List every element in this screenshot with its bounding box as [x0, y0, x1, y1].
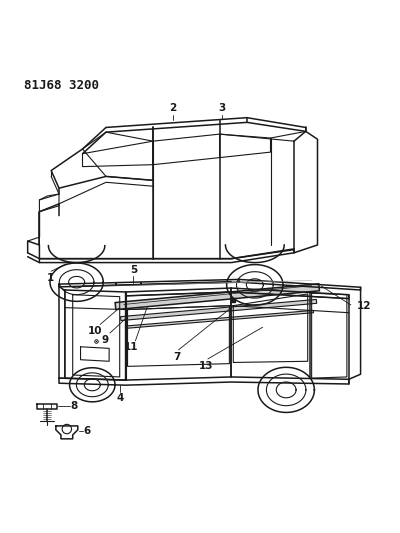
Polygon shape	[115, 284, 320, 310]
Text: 4: 4	[116, 393, 123, 403]
Text: 81J68 3200: 81J68 3200	[24, 79, 99, 92]
Text: 11: 11	[124, 343, 138, 352]
Polygon shape	[125, 310, 314, 328]
Text: 10: 10	[88, 326, 102, 336]
Polygon shape	[120, 300, 317, 320]
Text: 13: 13	[199, 361, 213, 371]
Text: 5: 5	[130, 265, 137, 275]
Text: 3: 3	[218, 103, 225, 113]
Text: 6: 6	[83, 426, 90, 436]
Text: 8: 8	[71, 401, 78, 411]
Text: 1: 1	[47, 273, 54, 283]
Text: 12: 12	[357, 301, 371, 311]
Text: 9: 9	[102, 335, 109, 345]
Text: 7: 7	[173, 352, 180, 362]
Text: 2: 2	[169, 103, 176, 113]
